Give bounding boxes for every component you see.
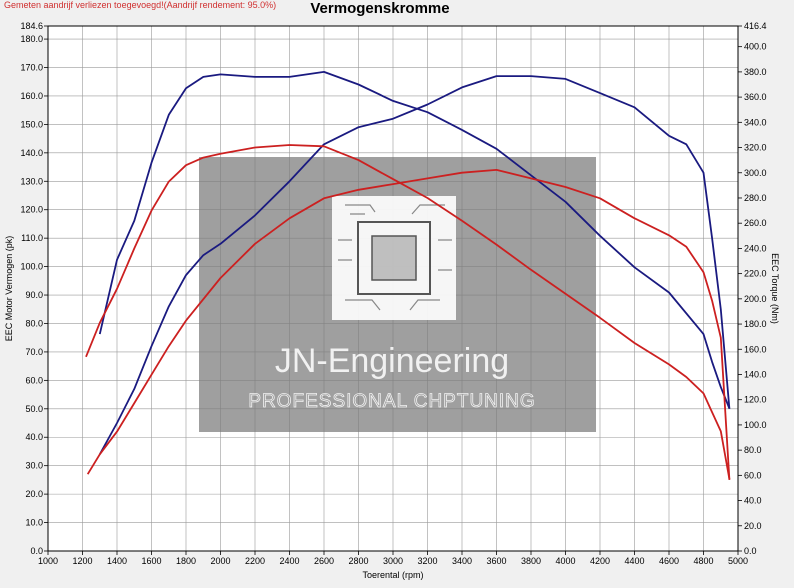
y-right-tick-label: 380.0 xyxy=(744,67,767,77)
y-right-tick-label: 200.0 xyxy=(744,294,767,304)
x-tick-label: 3400 xyxy=(452,556,472,566)
series-power-stock xyxy=(86,168,731,480)
x-tick-label: 3200 xyxy=(417,556,437,566)
x-tick-label: 2200 xyxy=(245,556,265,566)
y-left-tick-label: 170.0 xyxy=(20,63,43,73)
x-tick-label: 1800 xyxy=(176,556,196,566)
y-right-tick-label: 140.0 xyxy=(744,369,767,379)
y-left-tick-label: 90.0 xyxy=(25,290,43,300)
y-right-tick-label: 40.0 xyxy=(744,496,762,506)
y-left-tick-label: 110.0 xyxy=(21,233,43,243)
series-layer xyxy=(85,71,731,480)
x-tick-label: 1200 xyxy=(72,556,92,566)
y-right-tick-label: 416.4 xyxy=(744,21,767,31)
series-torque-tuned xyxy=(98,71,731,409)
y-left-tick-label: 70.0 xyxy=(25,347,43,357)
chip-icon xyxy=(332,196,456,320)
y-right-tick-label: 60.0 xyxy=(744,470,762,480)
y-right-tick-label: 180.0 xyxy=(744,319,767,329)
y-left-tick-label: 120.0 xyxy=(20,205,43,215)
x-tick-label: 4800 xyxy=(693,556,713,566)
y-right-tick-label: 400.0 xyxy=(744,42,767,52)
x-tick-label: 2000 xyxy=(210,556,230,566)
y-right-tick-label: 240.0 xyxy=(744,243,767,253)
y-left-tick-label: 10.0 xyxy=(25,518,43,528)
y-left-tick-label: 150.0 xyxy=(20,119,43,129)
series-torque-stock xyxy=(85,144,731,480)
series-power-tuned xyxy=(99,75,731,455)
x-tick-label: 3800 xyxy=(521,556,541,566)
y-left-tick-label: 0.0 xyxy=(30,546,43,556)
y-right-tick-label: 360.0 xyxy=(744,92,767,102)
axes-layer: 1000 1200 1400 1600 1800 2000 2200 2400 2600 2800… xyxy=(4,21,780,580)
y-right-tick-label: 100.0 xyxy=(744,420,767,430)
x-axis-label: Toerental (rpm) xyxy=(362,570,423,580)
x-tick-label: 1400 xyxy=(107,556,127,566)
x-tick-label: 1600 xyxy=(141,556,161,566)
y-left-tick-label: 30.0 xyxy=(25,461,43,471)
x-tick-label: 5000 xyxy=(728,556,748,566)
y-right-tick-label: 340.0 xyxy=(744,117,767,127)
x-tick-label: 1000 xyxy=(38,556,58,566)
y-right-tick-label: 160.0 xyxy=(744,344,767,354)
chart-title: Vermogenskromme xyxy=(310,0,450,17)
y-right-tick-label: 280.0 xyxy=(744,193,767,203)
x-tick-label: 3000 xyxy=(383,556,403,566)
x-tick-label: 4200 xyxy=(590,556,610,566)
y-left-axis-label: EEC Motor Vermogen (pk) xyxy=(4,236,14,342)
y-right-tick-label: 300.0 xyxy=(744,168,767,178)
y-right-tick-label: 120.0 xyxy=(744,395,767,405)
y-right-tick-label: 0.0 xyxy=(744,546,757,556)
watermark: JN-Engineering PROFESSIONAL CHPTUNING xyxy=(199,157,596,432)
x-tick-label: 2600 xyxy=(314,556,334,566)
x-tick-label: 2800 xyxy=(348,556,368,566)
x-tick-label: 4400 xyxy=(624,556,644,566)
y-left-tick-label: 50.0 xyxy=(25,404,43,414)
y-left-tick-label: 100.0 xyxy=(20,262,43,272)
y-left-tick-label: 184.6 xyxy=(20,21,43,31)
watermark-title: JN-Engineering xyxy=(275,342,509,380)
y-right-tick-label: 320.0 xyxy=(744,143,767,153)
y-right-tick-label: 220.0 xyxy=(744,269,767,279)
y-left-tick-label: 140.0 xyxy=(20,148,43,158)
x-tick-label: 4600 xyxy=(659,556,679,566)
y-left-tick-label: 80.0 xyxy=(25,318,43,328)
y-left-tick-label: 160.0 xyxy=(20,91,43,101)
y-left-tick-label: 20.0 xyxy=(25,489,43,499)
y-right-tick-label: 260.0 xyxy=(744,218,767,228)
y-left-tick-label: 180.0 xyxy=(20,34,43,44)
y-right-tick-label: 20.0 xyxy=(744,521,762,531)
y-right-axis-label: EEC Torque (Nm) xyxy=(770,253,780,324)
y-left-tick-label: 40.0 xyxy=(25,432,43,442)
x-tick-label: 3600 xyxy=(486,556,506,566)
x-tick-label: 4000 xyxy=(555,556,575,566)
x-tick-label: 2400 xyxy=(279,556,299,566)
y-left-tick-label: 60.0 xyxy=(25,375,43,385)
y-right-tick-label: 80.0 xyxy=(744,445,762,455)
y-left-tick-label: 130.0 xyxy=(20,176,43,186)
drive-loss-note: Gemeten aandrijf verliezen toegevoegd!(A… xyxy=(4,0,277,10)
watermark-subtitle: PROFESSIONAL CHPTUNING xyxy=(248,391,535,412)
